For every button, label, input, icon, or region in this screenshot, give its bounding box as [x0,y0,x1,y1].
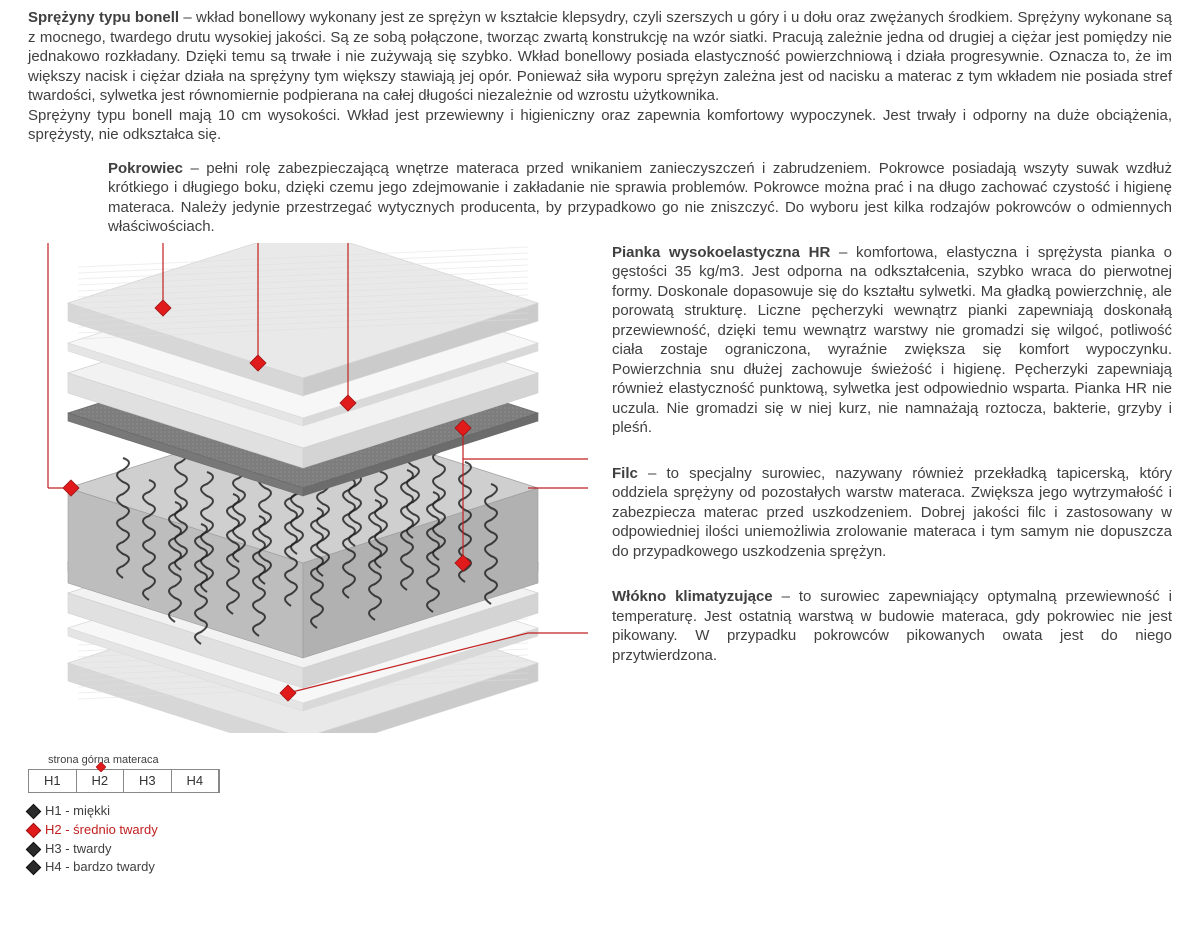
hardness-cell-H4: H4 [172,770,220,792]
hardness-marker [96,761,104,769]
bonell-body: – wkład bonellowy wykonany jest ze spręż… [28,9,1172,104]
hardness-legend-label: H2 - średnio twardy [45,822,158,839]
diamond-icon [26,860,42,876]
hardness-cell-H1: H1 [29,770,77,792]
pokrowiec-body: – pełni rolę zabezpieczającą wnętrze mat… [108,160,1172,236]
diamond-icon [26,822,42,838]
hardness-legend: H1 - miękki H2 - średnio twardy H3 - tward… [28,803,588,877]
section-bonell: Sprężyny typu bonell – wkład bonellowy w… [28,8,1172,145]
filc-body: – to specjalny surowiec, nazywany równie… [612,465,1172,560]
section-pianka: Pianka wysokoelastyczna HR – komfortowa,… [612,243,1172,438]
diamond-icon [26,803,42,819]
section-wlokno: Włókno klimatyzujące – to surowiec zapew… [612,587,1172,665]
hardness-top-label: strona górna materaca [28,753,588,767]
hardness-legend-label: H4 - bardzo twardy [45,859,155,876]
bonell-title: Sprężyny typu bonell [28,9,179,26]
hardness-cell-H3: H3 [124,770,172,792]
hardness-legend-H4: H4 - bardzo twardy [28,859,588,876]
wlokno-title: Włókno klimatyzujące [612,588,773,605]
hardness-legend-H3: H3 - twardy [28,841,588,858]
mattress-diagram [28,243,588,733]
hardness-legend-label: H1 - miękki [45,803,110,820]
section-pokrowiec: Pokrowiec – pełni rolę zabezpieczającą w… [28,159,1172,237]
section-filc: Filc – to specjalny surowiec, nazywany r… [612,464,1172,562]
pianka-body: – komfortowa, elastyczna i sprężysta pia… [612,244,1172,437]
hardness-cell-H2: H2 [77,770,125,792]
hardness-legend-H2: H2 - średnio twardy [28,822,588,839]
pianka-title: Pianka wysokoelastyczna HR [612,244,830,261]
pokrowiec-title: Pokrowiec [108,160,183,177]
filc-title: Filc [612,465,638,482]
diamond-icon [26,841,42,857]
bonell-body2: Sprężyny typu bonell mają 10 cm wysokośc… [28,106,1172,145]
hardness-legend-H1: H1 - miękki [28,803,588,820]
hardness-legend-label: H3 - twardy [45,841,111,858]
hardness-indicator: strona górna materaca H1H2H3H4 H1 - mięk… [28,753,588,877]
hardness-bar: H1H2H3H4 [28,769,220,793]
